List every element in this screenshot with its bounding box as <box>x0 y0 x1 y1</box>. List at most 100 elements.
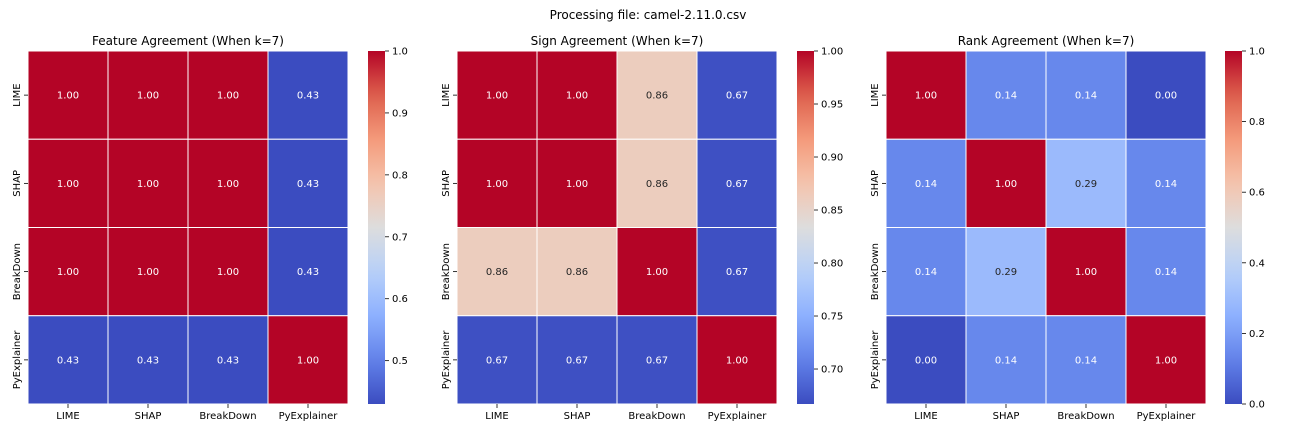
cell-value-label: 0.14 <box>1155 179 1177 190</box>
cell-value-label: 1.00 <box>137 91 159 102</box>
heatmap-title: Feature Agreement (When k=7) <box>92 34 284 48</box>
colorbar-tick-label: 0.6 <box>392 294 408 305</box>
cell-value-label: 0.14 <box>995 355 1017 366</box>
x-tick-label: LIME <box>914 411 937 422</box>
heatmap-cell <box>536 315 618 405</box>
colorbar-tick-label: 0.8 <box>1249 117 1265 128</box>
heatmap-cell <box>107 315 189 405</box>
x-tick-label: BreakDown <box>1057 411 1114 422</box>
heatmap-cell <box>267 50 349 140</box>
cell-value-label: 0.29 <box>1075 179 1097 190</box>
cell-value-label: 0.67 <box>646 355 668 366</box>
figure-suptitle: Processing file: camel-2.11.0.csv <box>550 8 747 22</box>
cell-value-label: 1.00 <box>57 91 79 102</box>
colorbar-tick-label: 0.4 <box>1249 258 1265 269</box>
heatmap-panels: Feature Agreement (When k=7)1.00 1.00 1.00… <box>12 34 1265 422</box>
heatmap-cell <box>616 315 698 405</box>
cell-value-label: 0.67 <box>726 267 748 278</box>
y-tick-label: PyExplainer <box>870 330 881 390</box>
cell-value-label: 1.00 <box>486 179 508 190</box>
heatmap-cell <box>965 227 1047 317</box>
cell-value-label: 0.43 <box>137 355 159 366</box>
cell-value-label: 0.67 <box>726 91 748 102</box>
heatmap-cell <box>885 138 967 228</box>
cell-value-label: 1.00 <box>57 267 79 278</box>
cell-value-label: 1.00 <box>217 91 239 102</box>
cell-value-label: 0.14 <box>995 91 1017 102</box>
heatmap-cell <box>965 138 1047 228</box>
cell-value-label: 0.43 <box>297 179 319 190</box>
heatmap-cell <box>1045 138 1127 228</box>
heatmap-cell <box>267 227 349 317</box>
y-tick-label: SHAP <box>12 170 23 197</box>
x-tick-label: LIME <box>485 411 508 422</box>
cell-value-label: 1.00 <box>217 179 239 190</box>
cell-value-label: 1.00 <box>137 267 159 278</box>
cell-value-label: 1.00 <box>995 179 1017 190</box>
cell-value-label: 1.00 <box>57 179 79 190</box>
cell-value-label: 0.43 <box>297 91 319 102</box>
y-tick-label: LIME <box>12 83 23 106</box>
heatmap-cell <box>107 50 189 140</box>
cell-value-label: 0.43 <box>57 355 79 366</box>
heatmap-cell <box>1125 315 1207 405</box>
colorbar-tick-label: 0.0 <box>1249 400 1265 411</box>
y-tick-label: LIME <box>441 83 452 106</box>
colorbar-tick-label: 0.70 <box>821 365 843 376</box>
heatmap-panel-1: Feature Agreement (When k=7)1.00 1.00 1.00… <box>12 34 408 422</box>
heatmap-cell <box>1125 138 1207 228</box>
heatmap-cell <box>616 50 698 140</box>
cell-value-label: 0.14 <box>915 179 937 190</box>
heatmap-cell <box>1045 227 1127 317</box>
cell-value-label: 0.86 <box>486 267 508 278</box>
x-tick-label: SHAP <box>135 411 162 422</box>
heatmap-cell <box>696 315 778 405</box>
colorbar <box>1225 51 1242 404</box>
heatmap-cell <box>696 227 778 317</box>
y-tick-label: PyExplainer <box>441 330 452 390</box>
cell-value-label: 0.86 <box>646 179 668 190</box>
heatmap-cell <box>27 315 109 405</box>
cell-value-label: 0.14 <box>1075 355 1097 366</box>
y-tick-label: SHAP <box>870 170 881 197</box>
y-tick-label: BreakDown <box>12 243 23 300</box>
heatmap-cell <box>456 227 538 317</box>
heatmap-cell <box>536 227 618 317</box>
cell-value-label: 1.00 <box>1155 355 1177 366</box>
colorbar-tick-label: 0.8 <box>392 170 408 181</box>
cell-value-label: 0.14 <box>1155 267 1177 278</box>
y-tick-label: BreakDown <box>441 243 452 300</box>
heatmap-cell <box>696 138 778 228</box>
heatmap-cell <box>696 50 778 140</box>
heatmap-cell <box>267 315 349 405</box>
heatmap-cell <box>885 315 967 405</box>
x-tick-label: SHAP <box>993 411 1020 422</box>
cell-value-label: 1.00 <box>297 355 319 366</box>
colorbar-tick-label: 0.95 <box>821 100 843 111</box>
heatmap-cell <box>1045 50 1127 140</box>
heatmap-cell <box>456 138 538 228</box>
x-tick-label: SHAP <box>564 411 591 422</box>
heatmap-title: Rank Agreement (When k=7) <box>958 34 1135 48</box>
colorbar-tick-label: 0.7 <box>392 232 408 243</box>
colorbar-tick-label: 0.80 <box>821 259 843 270</box>
cell-value-label: 0.43 <box>217 355 239 366</box>
heatmap-cell <box>267 138 349 228</box>
cell-value-label: 1.00 <box>566 91 588 102</box>
y-tick-label: SHAP <box>441 170 452 197</box>
heatmap-cell <box>616 138 698 228</box>
colorbar-tick-label: 1.0 <box>392 47 408 58</box>
cell-value-label: 1.00 <box>646 267 668 278</box>
colorbar-tick-label: 0.5 <box>392 356 408 367</box>
cell-value-label: 0.29 <box>995 267 1017 278</box>
cell-value-label: 0.86 <box>566 267 588 278</box>
y-tick-label: PyExplainer <box>12 330 23 390</box>
heatmap-cell <box>107 138 189 228</box>
cell-value-label: 1.00 <box>1075 267 1097 278</box>
x-tick-label: PyExplainer <box>279 411 339 422</box>
heatmap-title: Sign Agreement (When k=7) <box>531 34 704 48</box>
cell-value-label: 0.67 <box>726 179 748 190</box>
cell-value-label: 1.00 <box>915 91 937 102</box>
heatmap-cell <box>1125 227 1207 317</box>
